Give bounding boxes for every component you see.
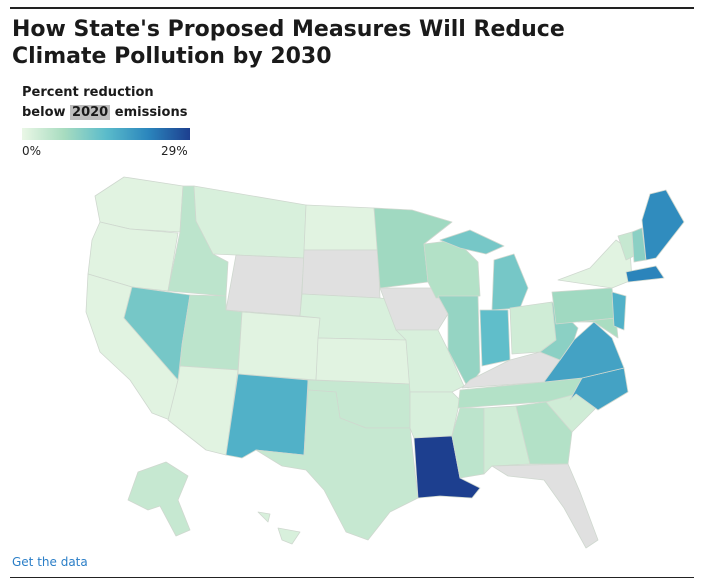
legend-color-ramp <box>22 128 190 140</box>
state-co[interactable] <box>237 311 321 381</box>
state-mt[interactable] <box>193 185 307 259</box>
state-az[interactable] <box>167 365 239 456</box>
page-title: How State's Proposed Measures Will Reduc… <box>12 17 565 69</box>
legend-min-label: 0% <box>22 144 42 158</box>
legend-max-label: 29% <box>161 144 188 158</box>
legend: Percent reduction below 2020 emissions 0… <box>22 83 202 158</box>
state-nd[interactable] <box>303 204 379 251</box>
state-mi[interactable] <box>439 229 529 311</box>
state-hi[interactable] <box>257 511 301 545</box>
state-wy[interactable] <box>225 254 305 317</box>
state-sd[interactable] <box>301 249 381 299</box>
legend-title-line1: Percent reduction <box>22 85 154 100</box>
state-wv[interactable] <box>539 301 579 361</box>
state-mo[interactable] <box>395 329 465 393</box>
state-ny[interactable] <box>557 239 633 289</box>
state-in[interactable] <box>479 309 511 367</box>
top-rule <box>10 7 694 9</box>
legend-title-prefix: below <box>22 105 71 120</box>
state-md[interactable] <box>577 317 619 339</box>
state-pa[interactable] <box>551 287 617 325</box>
get-the-data-link[interactable]: Get the data <box>12 555 88 569</box>
state-ak[interactable] <box>127 461 191 537</box>
state-or[interactable] <box>87 221 179 292</box>
state-ks[interactable] <box>315 337 411 385</box>
state-ga[interactable] <box>515 401 573 465</box>
legend-title-suffix: emissions <box>110 105 188 120</box>
state-tx[interactable] <box>255 389 419 541</box>
state-ia[interactable] <box>379 287 449 331</box>
state-me[interactable] <box>641 189 685 261</box>
state-ar[interactable] <box>409 391 461 439</box>
state-il[interactable] <box>437 295 481 389</box>
state-al[interactable] <box>483 405 531 475</box>
state-fl[interactable] <box>491 463 599 549</box>
bottom-rule <box>10 577 694 578</box>
legend-title: Percent reduction below 2020 emissions <box>22 83 202 123</box>
legend-year-highlight: 2020 <box>70 105 111 120</box>
state-nj[interactable] <box>611 291 627 331</box>
state-ma[interactable] <box>625 265 665 283</box>
state-ms[interactable] <box>451 407 485 479</box>
state-nm[interactable] <box>225 373 309 459</box>
